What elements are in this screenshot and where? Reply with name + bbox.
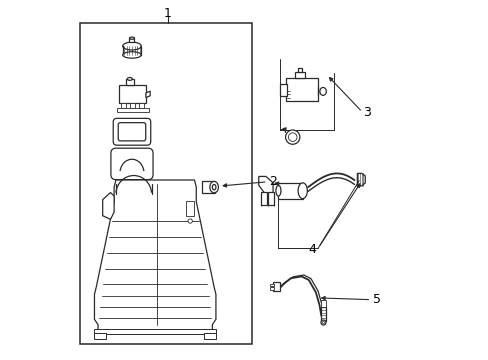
Ellipse shape xyxy=(319,87,325,95)
Circle shape xyxy=(285,130,299,144)
Circle shape xyxy=(288,133,296,141)
Bar xyxy=(320,307,325,321)
FancyBboxPatch shape xyxy=(113,118,150,145)
Bar xyxy=(272,282,279,292)
Circle shape xyxy=(188,219,192,223)
Polygon shape xyxy=(102,193,114,219)
Ellipse shape xyxy=(129,37,134,39)
Polygon shape xyxy=(258,176,272,194)
Bar xyxy=(121,103,125,108)
Bar xyxy=(204,333,216,339)
Bar xyxy=(130,103,135,108)
Ellipse shape xyxy=(122,52,141,58)
Bar xyxy=(94,333,106,339)
Text: 4: 4 xyxy=(308,243,316,256)
Bar xyxy=(185,202,194,216)
Polygon shape xyxy=(145,91,150,98)
FancyBboxPatch shape xyxy=(111,148,153,180)
Bar xyxy=(119,85,145,103)
Polygon shape xyxy=(94,180,216,330)
Ellipse shape xyxy=(209,181,218,193)
Bar xyxy=(269,284,273,287)
Text: 5: 5 xyxy=(372,293,380,306)
Bar xyxy=(80,23,251,344)
Bar xyxy=(285,78,317,102)
Ellipse shape xyxy=(298,183,307,199)
Bar xyxy=(278,183,302,199)
Bar xyxy=(298,68,302,72)
Bar xyxy=(125,79,134,85)
Bar xyxy=(117,108,148,112)
FancyBboxPatch shape xyxy=(118,123,145,141)
Bar xyxy=(201,181,215,193)
Bar xyxy=(294,72,305,78)
Ellipse shape xyxy=(122,42,141,50)
Bar xyxy=(267,192,274,205)
Ellipse shape xyxy=(127,77,132,80)
Bar xyxy=(321,300,325,307)
Text: 1: 1 xyxy=(163,8,171,21)
Bar xyxy=(260,192,266,205)
Bar xyxy=(279,84,286,96)
Ellipse shape xyxy=(275,185,281,196)
Ellipse shape xyxy=(212,184,216,190)
Text: 3: 3 xyxy=(362,105,370,119)
Text: 2: 2 xyxy=(268,175,276,188)
Bar xyxy=(139,103,143,108)
Bar xyxy=(129,38,134,42)
Polygon shape xyxy=(357,174,365,186)
Bar xyxy=(94,329,216,334)
Circle shape xyxy=(322,321,324,324)
Circle shape xyxy=(320,320,325,325)
Bar xyxy=(269,287,273,290)
